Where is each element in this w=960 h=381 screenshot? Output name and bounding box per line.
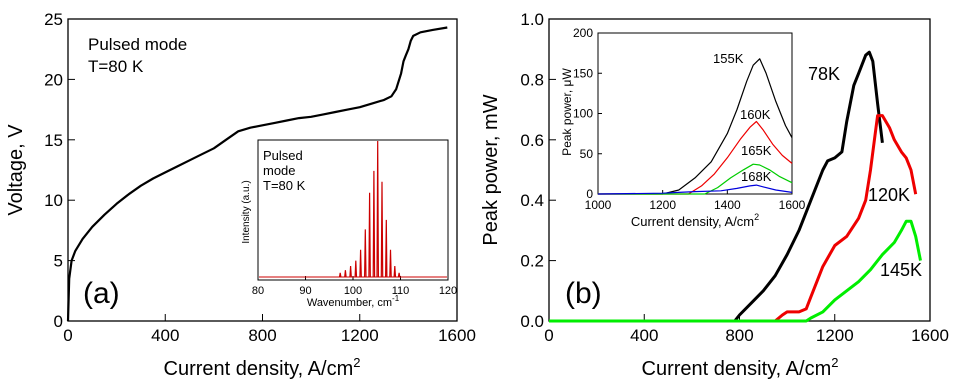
- inset-label-165k: 165K: [741, 143, 772, 158]
- inset-a-ylabel: Intensity (a.u.): [241, 180, 252, 243]
- panel-b-xtick-label: 1200: [816, 326, 854, 345]
- inset-b-xtick-label: 1000: [585, 198, 612, 212]
- panel-a-label: (a): [83, 277, 120, 310]
- panel-a-ytick-label: 10: [44, 191, 63, 210]
- inset-a: 80 90 100 110 120 Pulsed mode T=80 K Wavenum…: [241, 139, 457, 309]
- inset-a-annotation-1: Pulsed: [263, 148, 303, 163]
- inset-b-ylabel: Peak power, μW: [560, 68, 574, 156]
- series-label-78k: 78K: [808, 64, 840, 84]
- inset-label-168k: 168K: [741, 169, 772, 184]
- panel-b-ytick-label: 0.8: [520, 70, 544, 89]
- panel-b-ytick-label: 0.2: [520, 252, 544, 271]
- spectrum-peak: [385, 219, 388, 278]
- panel-a-xtick-label: 400: [151, 326, 179, 345]
- power-curve-120k: [549, 114, 918, 323]
- panel-a-ytick-label: 25: [44, 10, 63, 29]
- inset-label-160k: 160K: [740, 107, 771, 122]
- panel-a-xtick-label: 1600: [438, 326, 476, 345]
- panel-a-ytick-label: 5: [54, 252, 63, 271]
- inset-a-xtick-label: 80: [252, 285, 264, 297]
- inset-a-xlabel: Wavenumber, cm-1: [307, 294, 400, 309]
- panel-b-ytick-label: 0.0: [520, 312, 544, 331]
- inset-b-ytick-label: 150: [573, 66, 593, 80]
- panel-b-xtick-label: 1600: [911, 326, 949, 345]
- panel-a-xtick-label: 0: [63, 326, 72, 345]
- spectrum-peak: [368, 192, 371, 278]
- inset-curve-168k: [597, 184, 793, 195]
- panel-b-xlabel: Current density, A/cm2: [642, 355, 839, 380]
- inset-b-ytick-label: 200: [573, 26, 593, 40]
- spectrum-peak: [354, 260, 358, 278]
- inset-b-xlabel: Current density, A/cm2: [631, 212, 759, 229]
- inset-a-xtick-label: 110: [392, 285, 410, 297]
- inset-a-xtick-label: 90: [299, 285, 311, 297]
- inset-a-annotation-3: T=80 K: [263, 178, 306, 193]
- spectrum-peak: [397, 272, 401, 278]
- inset-b-ytick-label: 100: [573, 107, 593, 121]
- panel-b-label: (b): [565, 277, 602, 310]
- spectrum-peak: [338, 272, 342, 278]
- inset-b-xtick-label: 1400: [714, 198, 741, 212]
- panel-a-ytick-label: 15: [44, 131, 63, 150]
- inset-label-155k: 155K: [713, 51, 744, 66]
- inset-curve-155k: [598, 58, 793, 195]
- panel-a-annotation-1: Pulsed mode: [88, 35, 187, 54]
- panel-b-xtick-label: 800: [725, 326, 753, 345]
- panel-b-xtick-label: 400: [630, 326, 658, 345]
- spectrum-peak: [376, 140, 379, 278]
- panel-b-xtick-label: 0: [544, 326, 553, 345]
- spectrum-peak: [349, 266, 352, 278]
- panel-a-xtick-label: 1200: [341, 326, 379, 345]
- power-curve-78k: [549, 50, 884, 323]
- inset-b-xtick-label: 1200: [649, 198, 676, 212]
- panel-a-ytick-label: 0: [54, 312, 63, 331]
- spectrum-peak: [344, 270, 347, 278]
- spectrum-peak: [393, 266, 397, 278]
- series-label-145k: 145K: [880, 260, 922, 280]
- panel-a-xtick-label: 800: [248, 326, 276, 345]
- panel-b-ytick-label: 1.0: [520, 10, 544, 29]
- panel-b-ytick-label: 0.4: [520, 191, 544, 210]
- panel-a-ytick-label: 20: [44, 70, 63, 89]
- inset-a-annotation-2: mode: [263, 163, 296, 178]
- inset-b-ytick-label: 0: [586, 187, 593, 201]
- panel-a-xlabel: Current density, A/cm2: [164, 355, 361, 380]
- spectrum-peak: [389, 249, 392, 278]
- spectrum-peak: [364, 229, 367, 278]
- inset-b-ytick-label: 50: [580, 147, 594, 161]
- panel-b: 0.0 0.2 0.4 0.6 0.8 1.0 0 400 800 1200 1600 78K 1…: [480, 10, 949, 380]
- panel-b-ylabel: Peak power, mW: [480, 94, 502, 245]
- spectrum-peak: [372, 170, 376, 278]
- voltage-curve: [66, 26, 448, 322]
- series-label-120k: 120K: [868, 185, 910, 205]
- inset-curve-160k: [598, 120, 793, 195]
- inset-a-xtick-label: 100: [344, 285, 362, 297]
- panel-a: 0 5 10 15 20 25 0 400 800 1200 1600 Pulsed mode T…: [5, 10, 476, 380]
- panel-b-ytick-label: 0.6: [520, 131, 544, 150]
- panel-a-annotation-2: T=80 K: [88, 57, 144, 76]
- inset-a-xtick-label: 120: [439, 285, 457, 297]
- power-curve-145k: [549, 219, 922, 323]
- spectrum-peak: [380, 181, 384, 278]
- spectrum-peak: [359, 249, 362, 278]
- panel-a-ylabel: Voltage, V: [5, 124, 27, 216]
- inset-b-xtick-label: 1600: [779, 198, 806, 212]
